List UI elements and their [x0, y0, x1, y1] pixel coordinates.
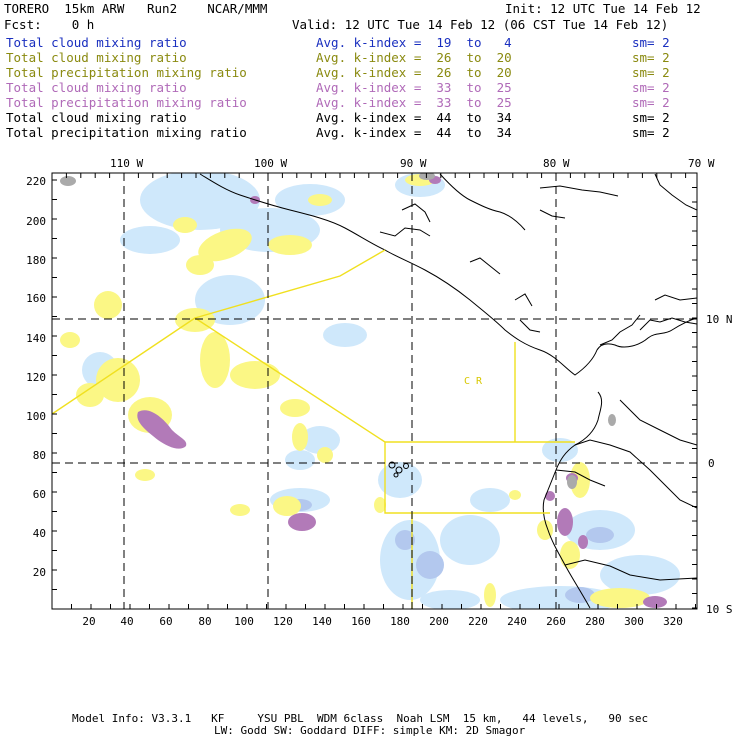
legend-row-sm: sm= 2	[632, 110, 670, 125]
legend-row-kindex: Avg. k-index = 33 to 25	[316, 80, 512, 95]
y-tick-label: 120	[26, 371, 46, 384]
valid-time: Valid: 12 UTC Tue 14 Feb 12 (06 CST Tue …	[292, 17, 669, 32]
lon-label: 70 W	[688, 157, 715, 170]
y-tick-label: 180	[26, 254, 46, 267]
x-tick-label: 100	[234, 615, 254, 628]
x-tick-label: 280	[585, 615, 605, 628]
y-tick-label: 100	[26, 410, 46, 423]
lat-label: 10 S	[706, 603, 733, 616]
legend-row-field: Total precipitation mixing ratio	[6, 65, 247, 80]
legend-row-kindex: Avg. k-index = 44 to 34	[316, 125, 512, 140]
legend-row-field: Total cloud mixing ratio	[6, 35, 187, 50]
x-tick-label: 320	[663, 615, 683, 628]
legend-row-kindex: Avg. k-index = 44 to 34	[316, 110, 512, 125]
x-tick-label: 180	[390, 615, 410, 628]
legend-row-field: Total cloud mixing ratio	[6, 110, 187, 125]
legend-row-field: Total cloud mixing ratio	[6, 50, 187, 65]
y-tick-label: 140	[26, 332, 46, 345]
y-tick-label: 60	[33, 488, 46, 501]
x-tick-label: 200	[429, 615, 449, 628]
legend-row-field: Total precipitation mixing ratio	[6, 125, 247, 140]
legend-row-kindex: Avg. k-index = 19 to 4	[316, 35, 512, 50]
y-tick-label: 200	[26, 215, 46, 228]
lat-lon-grid	[52, 173, 697, 609]
coastlines	[199, 173, 697, 609]
legend-row-kindex: Avg. k-index = 26 to 20	[316, 50, 512, 65]
axis-labels: 110 W 100 W 90 W 80 W 70 W 10 N 0 10 S 2…	[26, 157, 732, 628]
x-tick-label: 80	[198, 615, 211, 628]
y-tick-label: 220	[26, 175, 46, 188]
model-info: Model Info: V3.3.1 KF YSU PBL WDM 6class…	[72, 712, 649, 725]
legend-row-field: Total cloud mixing ratio	[6, 80, 187, 95]
galapagos-islands	[388, 461, 409, 478]
legend-row-sm: sm= 2	[632, 125, 670, 140]
field-layers	[60, 173, 680, 609]
lon-label: 90 W	[400, 157, 427, 170]
legend-row-kindex: Avg. k-index = 26 to 20	[316, 65, 512, 80]
x-tick-label: 240	[507, 615, 527, 628]
y-tick-label: 160	[26, 292, 46, 305]
legend-row-field: Total precipitation mixing ratio	[6, 95, 247, 110]
forecast-hour: Fcst: 0 h	[4, 17, 95, 32]
init-time: Init: 12 UTC Tue 14 Feb 12	[505, 1, 701, 16]
legend-row-sm: sm= 2	[632, 35, 670, 50]
lat-label: 0	[708, 457, 715, 470]
y-tick-label: 80	[33, 449, 46, 462]
x-tick-label: 40	[120, 615, 133, 628]
x-tick-label: 220	[468, 615, 488, 628]
x-tick-label: 20	[82, 615, 95, 628]
x-tick-label: 300	[624, 615, 644, 628]
lon-label: 80 W	[543, 157, 570, 170]
legend-row-sm: sm= 2	[632, 80, 670, 95]
x-tick-label: 140	[312, 615, 332, 628]
x-tick-label: 60	[159, 615, 172, 628]
x-tick-label: 120	[273, 615, 293, 628]
lon-label: 100 W	[254, 157, 287, 170]
legend-row-sm: sm= 2	[632, 50, 670, 65]
model-physics: LW: Godd SW: Goddard DIFF: simple KM: 2D…	[214, 724, 526, 737]
legend-row-sm: sm= 2	[632, 65, 670, 80]
x-tick-label: 260	[546, 615, 566, 628]
model-title: TORERO 15km ARW Run2 NCAR/MMM	[4, 1, 268, 16]
legend-row-kindex: Avg. k-index = 33 to 25	[316, 95, 512, 110]
precip-field-purple	[137, 176, 667, 608]
cloud-field-light-blue	[82, 173, 680, 609]
tick-marks	[51, 172, 697, 610]
lat-label: 10 N	[706, 313, 733, 326]
gray-field	[60, 173, 616, 489]
lon-label: 110 W	[110, 157, 143, 170]
y-tick-label: 40	[33, 527, 46, 540]
x-tick-label: 160	[351, 615, 371, 628]
legend-row-sm: sm= 2	[632, 95, 670, 110]
y-tick-label: 20	[33, 566, 46, 579]
region-label: C R	[464, 376, 483, 387]
